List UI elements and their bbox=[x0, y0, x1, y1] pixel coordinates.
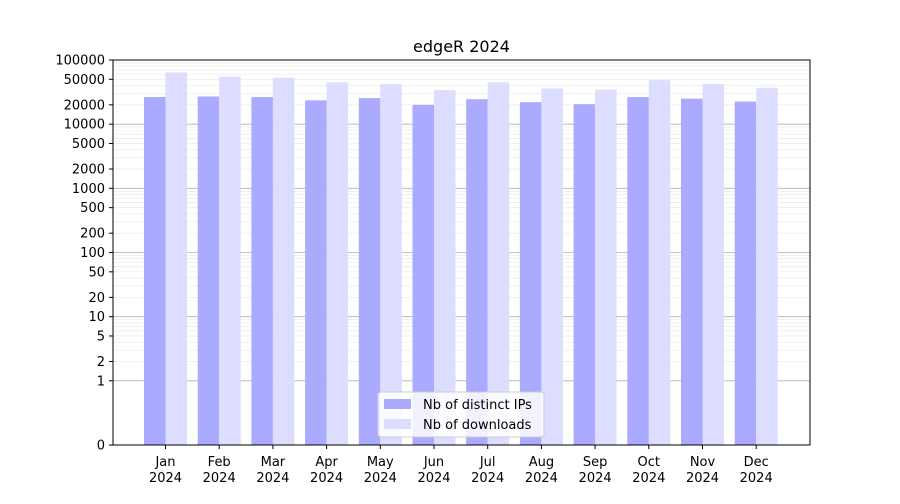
y-tick-label: 2 bbox=[97, 355, 105, 370]
bar-distinct-ips bbox=[144, 97, 166, 445]
bar-downloads bbox=[595, 89, 617, 445]
legend-label: Nb of distinct IPs bbox=[423, 398, 532, 413]
bar-downloads bbox=[434, 90, 456, 445]
bar-downloads bbox=[272, 77, 295, 446]
x-tick-label-year: 2024 bbox=[471, 471, 504, 486]
chart-title: edgeR 2024 bbox=[413, 37, 510, 56]
legend-swatch bbox=[384, 399, 411, 409]
x-tick-label-month: Feb bbox=[208, 455, 231, 470]
x-tick-label: Mar 2024 bbox=[256, 455, 289, 486]
y-tick-label: 20 bbox=[88, 291, 105, 306]
y-tick-label: 2000 bbox=[72, 163, 105, 178]
x-tick-label-month: Jun bbox=[423, 455, 444, 470]
bar-distinct-ips bbox=[519, 102, 542, 445]
y-tick-label: 100 bbox=[80, 246, 105, 261]
y-tick-label: 5 bbox=[97, 329, 105, 344]
y-tick-label: 1 bbox=[97, 374, 105, 389]
x-tick-label-year: 2024 bbox=[203, 471, 236, 486]
bar-downloads bbox=[165, 72, 187, 446]
y-tick-label: 200 bbox=[80, 227, 105, 242]
x-tick-label: Oct 2024 bbox=[632, 455, 665, 486]
x-tick-label: Feb 2024 bbox=[203, 455, 236, 486]
bar-downloads bbox=[380, 84, 402, 445]
x-tick-label-month: Jul bbox=[479, 455, 496, 470]
x-tick-label-month: May bbox=[367, 455, 394, 470]
bar-downloads bbox=[326, 82, 349, 445]
bar-distinct-ips bbox=[197, 96, 220, 446]
x-tick-label: Sep 2024 bbox=[579, 455, 612, 486]
y-axis: 0 1 2 5 10 20 50 100 200 500 1000 2000 5000 10000 2000… bbox=[55, 54, 113, 454]
bar-distinct-ips bbox=[412, 104, 434, 445]
x-tick-label-year: 2024 bbox=[256, 471, 289, 486]
x-tick-label-year: 2024 bbox=[740, 471, 773, 486]
bar-distinct-ips bbox=[251, 97, 273, 445]
bar-downloads bbox=[487, 82, 510, 445]
bar-downloads bbox=[756, 87, 778, 445]
bar-distinct-ips bbox=[573, 104, 596, 445]
y-tick-label: 500 bbox=[80, 201, 105, 216]
x-tick-label-year: 2024 bbox=[149, 471, 182, 486]
bar-downloads bbox=[702, 83, 724, 446]
x-tick-label-year: 2024 bbox=[525, 471, 558, 486]
x-tick-label-year: 2024 bbox=[632, 471, 665, 486]
x-tick-label-month: Sep bbox=[583, 455, 608, 470]
x-tick-label-year: 2024 bbox=[364, 471, 397, 486]
legend-box bbox=[377, 391, 545, 438]
x-tick-label-year: 2024 bbox=[579, 471, 612, 486]
x-tick-label: Nov 2024 bbox=[686, 455, 719, 486]
x-tick-label-month: Apr bbox=[315, 455, 338, 470]
y-tick-label: 100000 bbox=[55, 54, 105, 69]
bars bbox=[144, 72, 778, 446]
legend-label: Nb of downloads bbox=[423, 418, 532, 433]
y-tick-label: 10000 bbox=[64, 118, 105, 133]
x-tick-label: Apr 2024 bbox=[310, 455, 343, 486]
x-tick-label-month: Jan bbox=[154, 455, 175, 470]
bar-downloads bbox=[219, 76, 241, 445]
y-tick-label: 1000 bbox=[72, 182, 105, 197]
bar-distinct-ips bbox=[305, 100, 327, 445]
x-tick-label: Jan 2024 bbox=[149, 455, 182, 486]
y-tick-label: 5000 bbox=[72, 137, 105, 152]
bar-distinct-ips bbox=[466, 99, 488, 445]
y-tick-label: 20000 bbox=[64, 98, 105, 113]
x-tick-label-year: 2024 bbox=[686, 471, 719, 486]
y-tick-label: 50 bbox=[88, 265, 105, 280]
x-tick-label-month: Oct bbox=[638, 455, 660, 470]
x-tick-label: Jun 2024 bbox=[417, 455, 450, 486]
x-tick-label-month: Mar bbox=[261, 455, 286, 470]
bar-distinct-ips bbox=[681, 98, 703, 446]
legend-swatch bbox=[384, 419, 411, 429]
y-tick-label: 10 bbox=[88, 310, 105, 325]
bar-distinct-ips bbox=[627, 97, 649, 445]
bar-downloads bbox=[648, 80, 671, 445]
bar-distinct-ips bbox=[734, 101, 757, 445]
legend: Nb of distinct IPs Nb of downloads bbox=[377, 391, 545, 438]
x-tick-label: Aug 2024 bbox=[525, 455, 558, 486]
x-tick-label: May 2024 bbox=[364, 455, 397, 486]
x-tick-label-month: Nov bbox=[690, 455, 716, 470]
x-tick-label: Dec 2024 bbox=[740, 455, 773, 486]
bar-downloads bbox=[541, 88, 563, 446]
y-tick-label: 50000 bbox=[64, 73, 105, 88]
x-tick-label-year: 2024 bbox=[310, 471, 343, 486]
x-tick-label-month: Dec bbox=[744, 455, 769, 470]
bar-distinct-ips bbox=[358, 98, 381, 446]
y-tick-label: 0 bbox=[97, 439, 105, 454]
x-tick-label-month: Aug bbox=[529, 455, 554, 470]
x-tick-label: Jul 2024 bbox=[471, 455, 504, 486]
x-tick-label-year: 2024 bbox=[417, 471, 450, 486]
